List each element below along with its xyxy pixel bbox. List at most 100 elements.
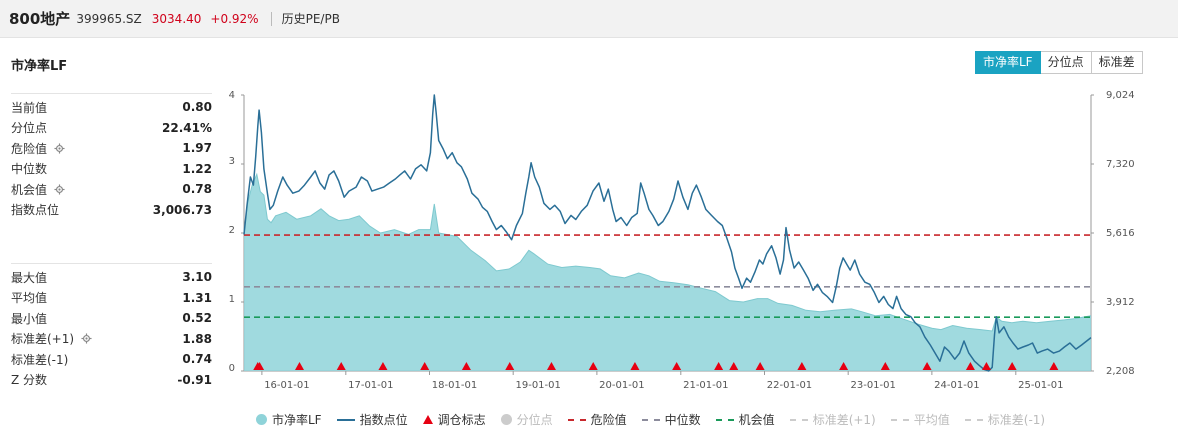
stat-value: 1.88 [182, 331, 212, 346]
stat-row: Z 分数 -0.91 [11, 370, 212, 391]
stats-panel-current: 当前值 0.80 分位点 22.41% 危险值 1.97 中位数 1.22 机会… [11, 93, 212, 220]
rebalance-marker [922, 362, 932, 370]
legend-dash-icon [789, 418, 808, 421]
y-tick-label-right: 5,616 [1106, 228, 1135, 239]
legend-dot-icon [500, 414, 512, 425]
legend-dash-icon [890, 418, 909, 421]
rebalance-marker [797, 362, 807, 370]
stat-row: 机会值 0.78 [11, 179, 212, 200]
legend-label: 标准差(-1) [987, 413, 1046, 427]
stat-label: 机会值 [11, 182, 48, 197]
legend-item[interactable]: 分位点 [500, 411, 553, 428]
rebalance-marker [965, 362, 975, 370]
y-tick-label-right: 3,912 [1106, 297, 1135, 308]
legend-item[interactable]: 平均值 [890, 411, 950, 428]
stat-label: 当前值 [11, 100, 48, 115]
rebalance-marker [1049, 362, 1059, 370]
rebalance-marker [378, 362, 388, 370]
legend-label: 平均值 [913, 413, 950, 427]
legend-item[interactable]: 调仓标志 [422, 411, 486, 428]
stat-row: 最大值 3.10 [11, 267, 212, 288]
stat-value: 22.41% [162, 120, 212, 135]
stat-value: 3,006.73 [152, 202, 212, 217]
legend-label: 机会值 [738, 413, 775, 427]
legend-label: 调仓标志 [437, 413, 486, 427]
rebalance-marker [839, 362, 849, 370]
stat-row: 指数点位 3,006.73 [11, 200, 212, 221]
legend-item[interactable]: 标准差(+1) [789, 411, 876, 428]
rebalance-marker [729, 362, 739, 370]
legend-label: 中位数 [664, 413, 701, 427]
y-tick-label-left: 2 [229, 225, 235, 236]
tab-history-pe-pb[interactable]: 历史PE/PB [281, 12, 340, 26]
x-tick-label: 24-01-01 [934, 380, 979, 391]
std-dev-button[interactable]: 标准差 [1091, 51, 1143, 74]
legend-label: 指数点位 [359, 413, 408, 427]
gear-icon[interactable] [81, 333, 92, 344]
x-tick-label: 17-01-01 [348, 380, 393, 391]
legend-dot-icon [256, 414, 267, 425]
stat-label-wrap: 机会值 [11, 181, 65, 198]
gear-icon[interactable] [54, 143, 65, 154]
gear-icon[interactable] [54, 184, 65, 195]
x-tick-label: 16-01-01 [264, 380, 309, 391]
rebalance-marker [672, 362, 682, 370]
stat-value: 3.10 [182, 270, 212, 285]
percentile-button[interactable]: 分位点 [1040, 51, 1092, 74]
stat-value: 0.52 [182, 311, 212, 326]
pb-line [243, 172, 1092, 332]
rebalance-marker [420, 362, 430, 370]
x-tick-label: 20-01-01 [599, 380, 644, 391]
stat-label: 标准差(+1) [11, 332, 75, 347]
legend-label: 分位点 [516, 413, 553, 427]
rebalance-marker [461, 362, 471, 370]
stat-label: 中位数 [11, 162, 48, 177]
y-tick-label-left: 3 [229, 156, 235, 167]
stat-label: 最小值 [11, 311, 48, 326]
legend-item[interactable]: 危险值 [567, 411, 627, 428]
stat-row: 标准差(+1) 1.88 [11, 329, 212, 350]
stat-row: 最小值 0.52 [11, 308, 212, 329]
legend-item[interactable]: 标准差(-1) [964, 411, 1046, 428]
legend-item[interactable]: 中位数 [641, 411, 701, 428]
stat-value: 1.22 [182, 161, 212, 176]
legend-dash-icon [567, 418, 586, 421]
stat-row: 分位点 22.41% [11, 118, 212, 139]
divider [270, 11, 272, 26]
stats-panel-summary: 最大值 3.10 平均值 1.31 最小值 0.52 标准差(+1) 1.88 … [11, 263, 212, 390]
legend-label: 标准差(+1) [812, 413, 876, 427]
index-name: 800地产 [9, 10, 71, 28]
legend-dash-icon [964, 418, 983, 421]
index-code: 399965.SZ [76, 11, 142, 26]
legend-item[interactable]: 指数点位 [336, 411, 408, 428]
legend-item[interactable]: 市净率LF [256, 411, 322, 428]
legend-item[interactable]: 机会值 [715, 411, 775, 428]
rebalance-marker [981, 362, 991, 370]
rebalance-marker [546, 362, 556, 370]
x-tick-label: 25-01-01 [1018, 380, 1063, 391]
pb-area [244, 174, 1091, 371]
stat-label: 标准差(-1) [11, 352, 69, 367]
y-tick-label-right: 9,024 [1106, 90, 1135, 101]
stat-value: 1.97 [182, 141, 212, 156]
pb-button[interactable]: 市净率LF [975, 51, 1041, 74]
rebalance-marker [630, 362, 640, 370]
stat-row: 当前值 0.80 [11, 97, 212, 118]
x-tick-label: 23-01-01 [850, 380, 895, 391]
stat-value: 0.74 [182, 352, 212, 367]
legend-line-icon [336, 418, 355, 421]
legend-triangle-icon [422, 415, 433, 424]
x-tick-label: 22-01-01 [767, 380, 812, 391]
legend-label: 危险值 [590, 413, 627, 427]
metric-toggle-group: 市净率LF 分位点 标准差 [975, 51, 1143, 74]
y-tick-label-left: 1 [229, 294, 235, 305]
y-tick-label-right: 2,208 [1106, 366, 1135, 377]
rebalance-marker [714, 362, 724, 370]
stat-row: 平均值 1.31 [11, 288, 212, 309]
stat-label: 分位点 [11, 121, 48, 136]
rebalance-marker [255, 362, 265, 370]
stat-value: 1.31 [182, 290, 212, 305]
rebalance-marker [505, 362, 515, 370]
rebalance-marker [336, 362, 346, 370]
